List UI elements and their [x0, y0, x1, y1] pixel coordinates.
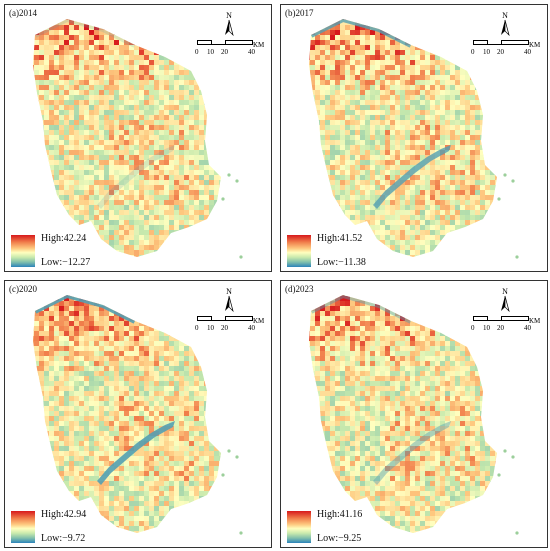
legend-high: High:42.24 [41, 233, 87, 244]
scale-tick: 10 [207, 324, 214, 332]
north-arrow-icon: N [495, 11, 515, 39]
heat-map [33, 19, 243, 259]
north-label: N [226, 11, 232, 20]
scale-tick: 0 [195, 324, 199, 332]
scale-tick: 40 [248, 48, 255, 56]
legend-high: High:42.94 [41, 509, 87, 520]
legend: High:41.52 Low:−11.38 [285, 233, 405, 269]
scale-tick: 40 [524, 324, 531, 332]
scale-tick: 40 [524, 48, 531, 56]
scale-unit: KM [529, 317, 541, 325]
legend-high: High:41.16 [317, 509, 363, 520]
scale-bar: KM 0 10 20 40 [187, 36, 271, 58]
scale-tick: 40 [248, 324, 255, 332]
legend-low: Low:−12.27 [41, 257, 91, 268]
legend-low: Low:−11.38 [317, 257, 366, 268]
map-panel-2023: (d)2023 N KM 0 10 20 40 High:41.16 Low:−… [280, 280, 548, 548]
legend-color-ramp [11, 235, 35, 267]
north-label: N [502, 287, 508, 296]
heat-map [33, 295, 243, 535]
north-arrow-icon: N [219, 287, 239, 315]
scale-unit: KM [529, 41, 541, 49]
scale-bar: KM 0 10 20 40 [463, 36, 547, 58]
scale-tick: 10 [483, 48, 490, 56]
heat-map [309, 19, 519, 259]
heat-map [309, 295, 519, 535]
panel-label: (d)2023 [285, 284, 314, 294]
scale-tick: 0 [195, 48, 199, 56]
legend-color-ramp [287, 511, 311, 543]
scale-tick: 10 [207, 48, 214, 56]
map-panel-2017: (b)2017 N KM 0 10 20 40 High:41.52 Low:−… [280, 4, 548, 272]
scale-tick: 0 [471, 48, 475, 56]
scale-tick: 0 [471, 324, 475, 332]
legend: High:42.94 Low:−9.72 [9, 509, 129, 545]
north-arrow-icon: N [219, 11, 239, 39]
scale-tick: 20 [497, 48, 504, 56]
legend-color-ramp [287, 235, 311, 267]
scale-bar: KM 0 10 20 40 [187, 312, 271, 334]
scale-tick: 20 [221, 324, 228, 332]
legend-low: Low:−9.25 [317, 533, 362, 544]
legend-color-ramp [11, 511, 35, 543]
legend-low: Low:−9.72 [41, 533, 86, 544]
map-panel-2014: (a)2014 N KM 0 10 20 40 High:42.24 Low:−… [4, 4, 272, 272]
scale-unit: KM [253, 317, 265, 325]
scale-tick: 10 [483, 324, 490, 332]
map-panel-2020: (c)2020 N KM 0 10 20 40 High:42.94 Low:−… [4, 280, 272, 548]
legend: High:42.24 Low:−12.27 [9, 233, 129, 269]
legend: High:41.16 Low:−9.25 [285, 509, 405, 545]
scale-tick: 20 [497, 324, 504, 332]
north-label: N [226, 287, 232, 296]
scale-tick: 20 [221, 48, 228, 56]
scale-unit: KM [253, 41, 265, 49]
panel-label: (b)2017 [285, 8, 314, 18]
north-label: N [502, 11, 508, 20]
north-arrow-icon: N [495, 287, 515, 315]
legend-high: High:41.52 [317, 233, 363, 244]
panel-label: (c)2020 [9, 284, 37, 294]
panel-label: (a)2014 [9, 8, 37, 18]
scale-bar: KM 0 10 20 40 [463, 312, 547, 334]
